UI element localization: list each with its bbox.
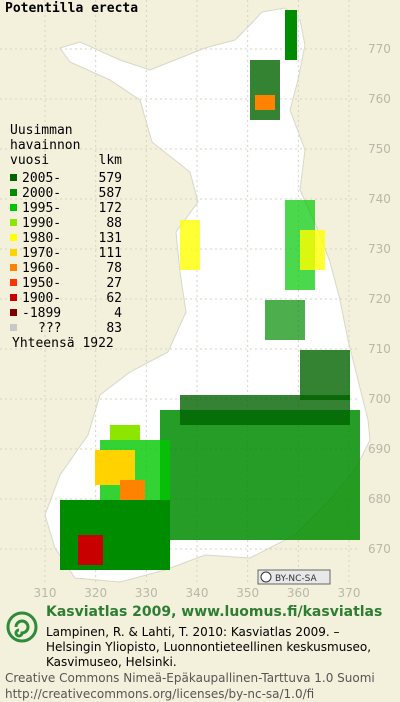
legend-label: -1899 <box>22 306 61 321</box>
grid-label: 670 <box>368 542 391 556</box>
legend-swatch <box>10 309 17 316</box>
legend-count: 27 <box>106 276 122 291</box>
legend-label: 1900- <box>22 291 61 306</box>
legend-heading: Uusimman <box>10 123 73 138</box>
legend-swatch <box>10 219 17 226</box>
footer-citation: Lampinen, R. & Lahti, T. 2010: Kasviatla… <box>46 625 340 639</box>
legend-label: 1995- <box>22 201 61 216</box>
grid-label: 730 <box>368 242 391 256</box>
legend-col-year: vuosi <box>10 153 49 168</box>
grid-label: 760 <box>368 92 391 106</box>
grid-label: 680 <box>368 492 391 506</box>
legend-label: 1990- <box>22 216 61 231</box>
legend-count: 587 <box>99 186 122 201</box>
grid-label: 720 <box>368 292 391 306</box>
grid-label: 360 <box>287 586 310 600</box>
legend-label: 1950- <box>22 276 61 291</box>
legend-label: ??? <box>38 321 61 336</box>
title: Potentilla erecta <box>5 1 138 16</box>
legend-count: 4 <box>114 306 122 321</box>
legend-swatch <box>10 264 17 271</box>
grid-label: 740 <box>368 192 391 206</box>
grid-label: 700 <box>368 392 391 406</box>
legend-count: 88 <box>106 216 122 231</box>
badge-text: BY-NC-SA <box>275 574 318 584</box>
grid-label: 350 <box>236 586 259 600</box>
legend-label: 2005- <box>22 171 61 186</box>
footer-license: http://creativecommons.org/licenses/by-n… <box>5 687 314 701</box>
legend-label: 1970- <box>22 246 61 261</box>
observation-cells <box>60 10 360 570</box>
legend-total: Yhteensä 1922 <box>12 336 114 351</box>
legend-swatch <box>10 189 17 196</box>
legend-count: 83 <box>106 321 122 336</box>
grid-label: 750 <box>368 142 391 156</box>
grid-label: 370 <box>338 586 361 600</box>
footer-license: Creative Commons Nimeä-Epäkaupallinen-Ta… <box>5 671 375 685</box>
badge-box <box>257 569 331 585</box>
footer-site: Kasviatlas 2009, www.luomus.fi/kasviatla… <box>46 604 382 620</box>
footer-citation: Kasvimuseo, Helsinki. <box>46 655 177 669</box>
footer-citation: Helsingin Yliopisto, Luonnontieteellinen… <box>46 640 371 654</box>
legend-label: 1960- <box>22 261 61 276</box>
logo <box>6 611 38 643</box>
grid-label: 690 <box>368 442 391 456</box>
badge-icon <box>260 571 272 583</box>
legend-label: 2000- <box>22 186 61 201</box>
grid-label: 340 <box>186 586 209 600</box>
legend-count: 579 <box>99 171 122 186</box>
grid-label: 330 <box>135 586 158 600</box>
legend-swatch <box>10 204 17 211</box>
legend-swatch <box>10 234 17 241</box>
legend-swatch <box>10 279 17 286</box>
grid-label: 770 <box>368 42 391 56</box>
legend-count: 62 <box>106 291 122 306</box>
legend-label: 1980- <box>22 231 61 246</box>
legend-count: 131 <box>99 231 122 246</box>
legend-heading: havainnon <box>10 138 80 153</box>
legend-swatch <box>10 324 17 331</box>
grid-label: 710 <box>368 342 391 356</box>
legend-count: 172 <box>99 201 122 216</box>
legend-swatch <box>10 249 17 256</box>
grid-label: 320 <box>84 586 107 600</box>
legend-count: 78 <box>106 261 122 276</box>
legend-col-count: lkm <box>99 153 123 168</box>
grid-label: 310 <box>34 586 57 600</box>
legend-swatch <box>10 174 17 181</box>
legend-count: 111 <box>99 246 122 261</box>
legend-swatch <box>10 294 17 301</box>
